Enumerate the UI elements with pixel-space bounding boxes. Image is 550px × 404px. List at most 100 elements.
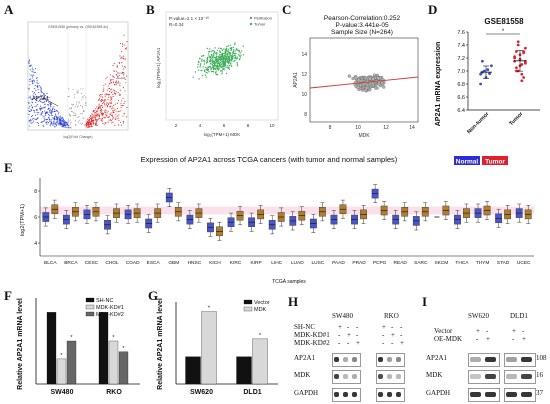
scatter-b-point (209, 51, 211, 53)
panel-label-h: H (288, 294, 299, 309)
bar (201, 311, 217, 385)
e-category-label: PRAD (352, 260, 366, 266)
scatter-b-point (205, 68, 208, 71)
scatter-b-point (205, 62, 208, 64)
volcano-point (106, 89, 108, 91)
volcano-point (90, 126, 92, 128)
volcano-point (105, 122, 107, 124)
scatter-b-point (212, 55, 214, 58)
i-size-3: 37 (536, 389, 543, 397)
volcano-point (116, 102, 119, 104)
corr-point (356, 85, 360, 90)
volcano-point (49, 110, 51, 112)
volcano-point (28, 120, 30, 122)
volcano-point (97, 107, 100, 109)
volcano-point (36, 97, 38, 99)
volcano-point (96, 120, 98, 123)
corr-point (371, 77, 375, 81)
scatter-b-annotation-r: R=0.34 (169, 22, 184, 27)
volcano-point (32, 120, 34, 122)
scatter-b-point (235, 58, 237, 60)
e-category-label: UCEC (517, 260, 531, 266)
volcano-point (45, 100, 48, 102)
scatter-b-point (215, 60, 218, 63)
bar (236, 356, 252, 385)
volcano-point (35, 95, 37, 97)
volcano-point (28, 87, 30, 89)
volcano-point (120, 104, 122, 106)
volcano-point (50, 102, 52, 104)
scatter-b-point (213, 67, 215, 69)
volcano-point (115, 110, 117, 112)
volcano-point (37, 103, 39, 106)
volcano-point (85, 102, 87, 104)
scatter-b-point (242, 45, 244, 47)
panel-b-scatter: P-value=2.1 × 10⁻¹⁰ R=0.34 Perifusion Tu… (156, 11, 279, 137)
volcano-point (41, 101, 43, 103)
volcano-point (31, 67, 33, 69)
e-category-label: LUAD (291, 260, 304, 266)
volcano-point (111, 82, 113, 84)
scatter-b-point (238, 53, 240, 55)
blot-band (396, 374, 401, 379)
volcano-point (32, 106, 34, 108)
volcano-point (90, 124, 93, 126)
blot-membrane (376, 370, 405, 384)
volcano-point (31, 75, 33, 77)
volcano-point (41, 98, 43, 100)
scatter-b-point (215, 66, 218, 68)
volcano-point (54, 109, 56, 111)
volcano-point (105, 109, 107, 111)
volcano-point (106, 102, 108, 104)
volcano-point (86, 123, 89, 125)
i-cell-2: DLD1 (510, 312, 528, 320)
volcano-point (58, 116, 60, 118)
volcano-point (88, 124, 90, 126)
volcano-point (79, 113, 81, 115)
volcano-legend-down: Down (117, 71, 125, 75)
e-category-label: SARC (414, 260, 428, 266)
volcano-point (38, 91, 40, 93)
d-category-label: Non-tumor (466, 111, 491, 136)
scatter-b-point (231, 65, 233, 67)
volcano-point (62, 125, 64, 127)
volcano-point (42, 121, 44, 123)
volcano-point (32, 98, 34, 100)
scatter-b-point (222, 65, 225, 68)
volcano-point (120, 110, 122, 112)
scatter-b-point (225, 52, 227, 54)
i-blot-label-mdk: MDK (426, 371, 443, 379)
scatter-b-xtick: 4 (199, 123, 202, 128)
scatter-b-point (228, 64, 230, 67)
panel-label-g: G (148, 288, 159, 303)
volcano-point (113, 109, 115, 111)
volcano-point (54, 123, 56, 125)
volcano-point (60, 115, 62, 117)
scatter-b-point (232, 46, 235, 49)
scatter-b-point (226, 56, 228, 58)
scatter-b-point (211, 57, 213, 59)
corr-point (376, 76, 380, 80)
sign-mark: - (400, 331, 403, 339)
scatter-b-point (218, 68, 220, 70)
volcano-point (96, 106, 98, 108)
d-point (520, 72, 524, 76)
volcano-point (34, 87, 36, 89)
scatter-b-point (206, 58, 208, 60)
volcano-point (85, 96, 87, 98)
panel-g-bar: Relative AP2A1 mRNA level * SW620 * DLD1 Vec… (157, 298, 278, 396)
scatter-b-point (223, 54, 226, 57)
volcano-point (68, 88, 70, 90)
volcano-point (52, 107, 54, 109)
scatter-b-point (234, 59, 236, 62)
scatter-b-point (216, 62, 218, 65)
scatter-b-point (212, 66, 215, 68)
volcano-point (35, 101, 37, 103)
volcano-point (36, 121, 38, 124)
corr-xtick: 10 (355, 125, 361, 131)
scatter-b-point (214, 59, 217, 61)
scatter-b-point (208, 71, 210, 73)
volcano-point (112, 121, 114, 123)
scatter-b-point (214, 60, 216, 62)
volcano-point (105, 110, 107, 112)
